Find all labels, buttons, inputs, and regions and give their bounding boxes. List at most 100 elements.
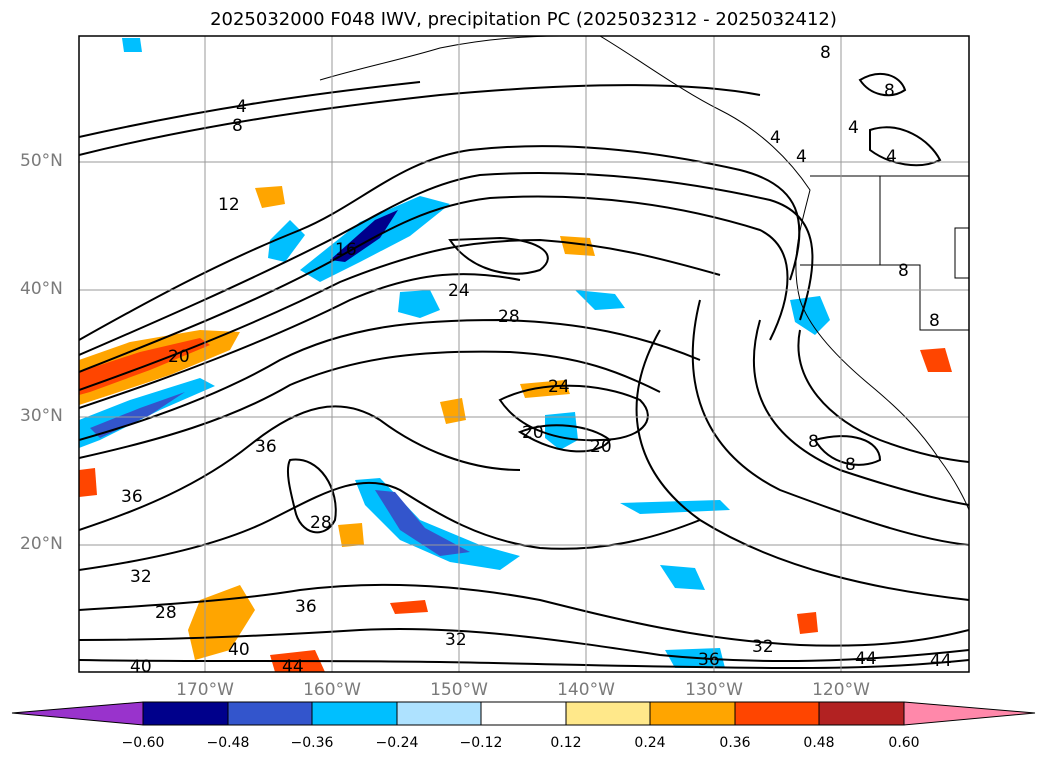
- colorbar-segment: [227, 701, 313, 726]
- contour-label: 4: [796, 147, 807, 167]
- colorbar-tick-label: 0.24: [634, 735, 666, 751]
- contour-label: 8: [808, 432, 819, 452]
- iwv-contour: [79, 273, 521, 409]
- lat-label: 50°N: [20, 151, 63, 171]
- lat-label: 20°N: [20, 534, 63, 554]
- contour-label: 44: [855, 649, 877, 669]
- colorbar-segment: [734, 701, 820, 726]
- precip-blob: [79, 468, 97, 497]
- iwv-contour: [869, 126, 942, 167]
- colorbar-segment: [565, 701, 651, 726]
- contour-label: 8: [820, 43, 831, 63]
- iwv-contour: [79, 172, 814, 356]
- map-title: 2025032000 F048 IWV, precipitation PC (2…: [210, 9, 837, 30]
- contour-label: 4: [886, 147, 897, 167]
- contour-label: 32: [752, 637, 774, 657]
- contour-label: 44: [282, 657, 304, 677]
- iwv-contour: [517, 424, 612, 453]
- contour-label: 36: [698, 650, 720, 670]
- precip-blob: [545, 412, 578, 450]
- iwv-contour: [858, 72, 907, 97]
- colorbar-tick-label: 0.36: [719, 735, 751, 751]
- gridlines: [79, 36, 969, 672]
- precip-blob: [920, 348, 952, 372]
- contour-label: 24: [448, 281, 470, 301]
- iwv-contour: [79, 350, 661, 459]
- precip-blob: [90, 392, 185, 438]
- contour-label: 24: [548, 377, 570, 397]
- contour-label: 20: [522, 423, 544, 443]
- precip-blob: [255, 186, 285, 208]
- iwv-contour: [635, 329, 969, 601]
- contour-label: 16: [335, 240, 357, 260]
- precip-blob: [398, 290, 440, 318]
- north-america-coast: [319, 36, 561, 81]
- contour-label: 8: [232, 116, 243, 136]
- iwv-contour: [448, 236, 549, 275]
- map-frame: [78, 35, 970, 673]
- precip-blob: [268, 220, 305, 262]
- colorbar-tick-label: 0.48: [803, 735, 835, 751]
- lon-label: 170°W: [176, 680, 234, 700]
- state-border: [800, 264, 969, 331]
- iwv-contours: [79, 72, 969, 670]
- precip-blob: [620, 500, 730, 514]
- contour-label: 20: [168, 347, 190, 367]
- contour-label: 32: [130, 567, 152, 587]
- north-america-coast: [599, 36, 969, 511]
- contour-label: 44: [930, 651, 952, 671]
- iwv-contour: [813, 435, 882, 466]
- iwv-contour: [797, 329, 969, 463]
- lon-label: 150°W: [430, 680, 488, 700]
- iwv-contour: [79, 318, 701, 441]
- precip-blob: [330, 210, 398, 262]
- contour-label: 12: [218, 195, 240, 215]
- colorbar-segment: [649, 701, 736, 726]
- coastlines: [319, 36, 969, 511]
- colorbar-segment: [142, 701, 229, 726]
- colorbar-tick-label: 0.12: [550, 735, 582, 751]
- colorbar-extend-left: [11, 701, 144, 726]
- iwv-contour: [79, 145, 801, 341]
- iwv-contour: [691, 299, 969, 546]
- state-border: [954, 227, 969, 279]
- contour-label: 4: [236, 97, 247, 117]
- iwv-contour: [79, 195, 789, 373]
- lon-label: 140°W: [557, 680, 615, 700]
- contour-label: 20: [590, 437, 612, 457]
- iwv-contour: [498, 384, 649, 442]
- iwv-contour: [79, 405, 521, 531]
- contour-label: 8: [884, 81, 895, 101]
- contour-label: 8: [845, 455, 856, 475]
- iwv-contour: [79, 81, 421, 138]
- contour-label: 8: [929, 311, 940, 331]
- contour-label: 4: [770, 128, 781, 148]
- colorbar-tick-label: 0.60: [888, 735, 920, 751]
- iwv-contour: [79, 84, 761, 156]
- precip-blob: [338, 523, 364, 547]
- iwv-contour: [286, 458, 337, 534]
- precip-blob: [797, 612, 818, 634]
- colorbar-tick-label: −0.48: [206, 735, 250, 751]
- map-plot-area: 4 8 12 16 20 24 28 24 20 20 36 36 28 32 …: [79, 36, 969, 677]
- colorbar-tick-label: −0.36: [290, 735, 334, 751]
- lat-label: 30°N: [20, 406, 63, 426]
- contour-label: 28: [155, 603, 177, 623]
- colorbar-segment: [818, 701, 905, 726]
- colorbar-segment: [396, 701, 482, 726]
- contour-label: 4: [848, 118, 859, 138]
- iwv-contour: [752, 319, 969, 506]
- lon-label: 130°W: [685, 680, 743, 700]
- contour-label: 40: [228, 640, 250, 660]
- precip-blob: [375, 490, 470, 556]
- contour-label: 32: [445, 630, 467, 650]
- contour-label: 36: [255, 437, 277, 457]
- colorbar-tick-label: −0.60: [121, 735, 165, 751]
- colorbar-tick-label: −0.24: [375, 735, 419, 751]
- contour-label: 36: [295, 597, 317, 617]
- contour-label: 40: [130, 657, 152, 677]
- colorbar-segment: [311, 701, 398, 726]
- colorbar-extend-right: [903, 701, 1036, 726]
- precip-blob: [390, 600, 428, 614]
